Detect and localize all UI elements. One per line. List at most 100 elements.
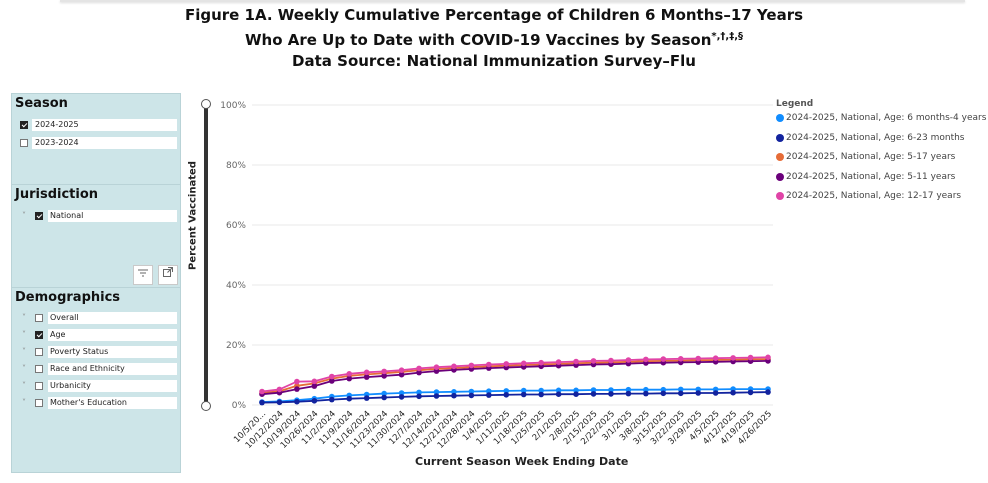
demographics-checkbox-overall[interactable] [35,314,43,322]
filter-icon[interactable] [133,265,153,285]
legend-item[interactable]: 2024-2025, National, Age: 5-11 years [776,171,955,191]
data-point [608,387,614,393]
data-point [555,387,562,394]
data-point [381,390,387,397]
demographics-checkbox-age[interactable] [35,331,43,339]
data-point [660,390,667,397]
series-line [261,391,769,404]
demographics-option-age[interactable]: ˅ Age [12,329,182,341]
legend-item[interactable]: 2024-2025, National, Age: 6-23 months [776,132,965,152]
demographics-option-mothers-education[interactable]: ˅ Mother's Education [12,397,182,409]
chevron-down-icon[interactable]: ˅ [22,398,26,407]
series-line [261,358,769,394]
data-point [643,390,649,397]
chevron-down-icon[interactable]: ˅ [22,211,26,220]
season-option-label: 2023-2024 [35,138,79,147]
data-point [695,355,702,362]
chevron-down-icon[interactable]: ˅ [22,381,26,390]
data-point [433,389,440,395]
data-point [625,390,632,397]
title-line-1: Figure 1A. Weekly Cumulative Percentage … [184,6,804,24]
data-point [730,355,736,361]
data-point [398,390,405,396]
demographics-option-poverty-status[interactable]: ˅ Poverty Status [12,346,182,358]
demographics-option-race-ethnicity[interactable]: ˅ Race and Ethnicity [12,363,182,375]
data-point [276,399,283,406]
legend-items: 2024-2025, National, Age: 6 months-4 yea… [776,112,986,210]
season-checkbox-2023-2024[interactable] [20,139,28,147]
data-point [398,367,405,374]
data-point [747,354,754,361]
chevron-down-icon[interactable]: ˅ [22,330,26,339]
season-option-label: 2024-2025 [35,120,79,129]
demographics-checkbox-poverty-status[interactable] [35,348,43,356]
season-panel-title: Season [15,96,68,111]
option-row-bg [32,137,177,149]
chevron-down-icon[interactable]: ˅ [22,364,26,373]
data-point [346,375,353,382]
y-range-slider-top-handle[interactable] [201,99,211,109]
demographics-panel-title: Demographics [15,290,121,305]
legend-item[interactable]: 2024-2025, National, Age: 12-17 years [776,190,961,210]
option-row-bg [48,363,177,375]
demographics-option-label: Poverty Status [50,347,109,356]
legend-item[interactable]: 2024-2025, National, Age: 5-17 years [776,151,955,171]
season-option-2024-2025[interactable]: 2024-2025 [12,119,182,131]
jurisdiction-option-national[interactable]: ˅ National [12,210,182,222]
data-point [381,373,387,379]
chevron-down-icon[interactable]: ˅ [22,347,26,356]
y-tick-label: 60% [226,221,246,231]
season-option-2023-2024[interactable]: 2023-2024 [12,137,182,149]
legend-item[interactable]: 2024-2025, National, Age: 6 months-4 yea… [776,112,986,132]
data-point [747,389,754,396]
title-footnote-marks: *,†,‡,§ [711,31,744,42]
data-point [468,388,475,395]
title-line-2-text: Who Are Up to Date with COVID-19 Vaccine… [244,31,712,49]
data-point [416,389,422,396]
data-point [486,392,492,398]
series-line [261,388,768,403]
data-point [311,398,318,404]
data-point [433,364,440,371]
legend-marker-icon [776,192,784,200]
x-axis-label: Current Season Week Ending Date [415,455,629,468]
legend-label: 2024-2025, National, Age: 6-23 months [786,132,965,143]
data-point [573,391,579,398]
data-point [433,368,440,374]
data-point [311,378,318,385]
season-checkbox-2024-2025[interactable] [20,121,28,129]
figure-title: Figure 1A. Weekly Cumulative Percentage … [0,5,988,72]
jurisdiction-option-label: National [50,211,84,220]
demographics-checkbox-race-ethnicity[interactable] [35,365,43,373]
data-point [643,386,649,393]
data-point [695,390,702,396]
data-point [503,361,510,367]
data-point [416,365,422,372]
demographics-checkbox-urbanicity[interactable] [35,382,43,390]
data-point [294,386,300,392]
data-point [677,356,684,362]
title-line-2: Who Are Up to Date with COVID-19 Vaccine… [0,26,988,51]
data-point [608,391,614,397]
data-point [451,389,457,395]
demographics-option-overall[interactable]: ˅ Overall [12,312,182,324]
jurisdiction-checkbox-national[interactable] [35,212,43,220]
data-point [398,394,405,400]
y-range-slider-track[interactable] [204,104,208,406]
demographics-option-label: Overall [50,313,79,322]
demographics-panel: Demographics ˅ Overall ˅ Age ˅ Poverty S… [11,287,181,473]
data-point [765,389,771,395]
jurisdiction-panel-title: Jurisdiction [15,187,99,202]
y-range-slider-bottom-handle[interactable] [201,401,211,411]
data-point [259,388,265,395]
expand-icon[interactable] [158,265,178,285]
data-point [538,387,544,394]
series-line [261,356,769,393]
title-line-3: Data Source: National Immunization Surve… [292,52,696,70]
data-point [328,396,335,403]
demographics-option-urbanicity[interactable]: ˅ Urbanicity [12,380,182,392]
demographics-checkbox-mothers-education[interactable] [35,399,43,407]
data-point [677,390,684,397]
chevron-down-icon[interactable]: ˅ [22,313,26,322]
data-point [730,389,736,396]
